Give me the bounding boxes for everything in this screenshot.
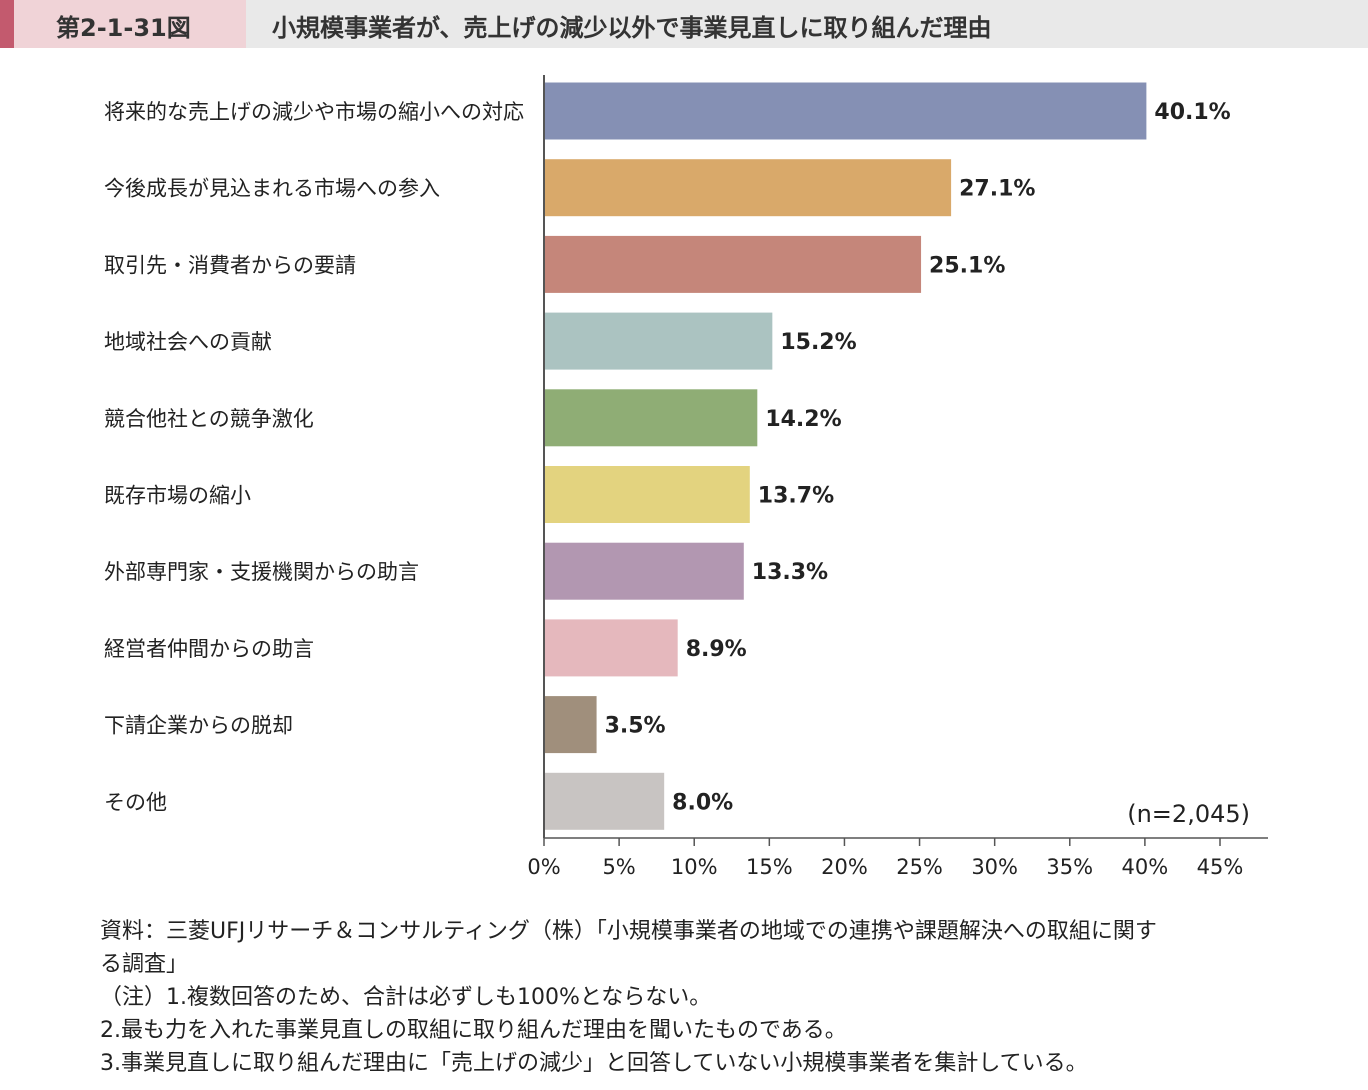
x-axis-tick-labels: 0% 5% 10% 15% 20% 25% 30% 35% 40% 45%	[527, 855, 1243, 879]
x-tick-label: 0%	[527, 855, 560, 879]
figure-number-box	[14, 0, 246, 48]
value-label: 14.2%	[765, 407, 841, 432]
category-label: 外部専門家・支援機関からの助言	[104, 560, 419, 584]
x-tick-label: 20%	[821, 855, 868, 879]
x-tick-label: 30%	[971, 855, 1018, 879]
x-tick-label: 35%	[1046, 855, 1093, 879]
note-line: 資料：三菱UFJリサーチ＆コンサルティング（株）「小規模事業者の地域での連携や課…	[100, 919, 1157, 944]
header-accent	[0, 0, 14, 48]
bar	[544, 82, 1147, 140]
source-notes: 資料：三菱UFJリサーチ＆コンサルティング（株）「小規模事業者の地域での連携や課…	[100, 915, 1300, 1080]
note-line: （注）1.複数回答のため、合計は必ずしも100%とならない。	[100, 985, 712, 1010]
x-tick-label: 25%	[896, 855, 943, 879]
figure-header: 第2-1-31図 小規模事業者が、売上げの減少以外で事業見直しに取り組んだ理由	[0, 0, 1368, 48]
x-axis-ticks	[543, 838, 1221, 846]
category-label: その他	[104, 790, 167, 814]
bar-chart: 将来的な売上げの減少や市場の縮小への対応今後成長が見込まれる市場への参入取引先・…	[104, 75, 1268, 879]
note-line: 3.事業見直しに取り組んだ理由に「売上げの減少」と回答していない小規模事業者を集…	[100, 1051, 1088, 1076]
x-tick-label: 40%	[1122, 855, 1169, 879]
category-label: 競合他社との競争激化	[104, 407, 314, 431]
note-line: 2.最も力を入れた事業見直しの取組に取り組んだ理由を聞いたものである。	[100, 1018, 847, 1043]
sample-size-label: (n=2,045)	[1127, 800, 1250, 828]
category-label: 取引先・消費者からの要請	[104, 253, 356, 277]
value-label: 25.1%	[929, 253, 1005, 278]
figure-title: 小規模事業者が、売上げの減少以外で事業見直しに取り組んだ理由	[272, 14, 992, 42]
bar	[544, 312, 773, 370]
category-label: 地域社会への貢献	[104, 330, 272, 354]
value-label: 3.5%	[605, 714, 666, 739]
x-tick-label: 45%	[1197, 855, 1244, 879]
bar	[544, 159, 952, 217]
bar	[544, 235, 922, 293]
value-label: 13.7%	[758, 484, 834, 509]
note-line: る調査」	[100, 952, 189, 977]
category-label: 将来的な売上げの減少や市場の縮小への対応	[104, 100, 524, 124]
x-tick-label: 10%	[671, 855, 718, 879]
category-labels: 将来的な売上げの減少や市場の縮小への対応今後成長が見込まれる市場への参入取引先・…	[104, 100, 524, 814]
value-label: 27.1%	[959, 177, 1035, 202]
category-label: 下請企業からの脱却	[104, 714, 293, 738]
value-label: 13.3%	[752, 560, 828, 585]
x-tick-label: 15%	[746, 855, 793, 879]
value-label: 15.2%	[780, 330, 856, 355]
value-labels: 40.1% 27.1% 25.1% 15.2% 14.2% 13.7% 13.3% 8.9% 3…	[605, 100, 1231, 815]
x-tick-label: 5%	[602, 855, 635, 879]
bar	[544, 542, 744, 600]
bar	[544, 466, 750, 523]
bar	[544, 389, 758, 447]
bar	[544, 619, 678, 677]
category-label: 経営者仲間からの助言	[104, 637, 314, 661]
category-label: 既存市場の縮小	[104, 484, 251, 508]
bar	[544, 696, 597, 754]
value-label: 40.1%	[1154, 100, 1230, 125]
value-label: 8.9%	[686, 637, 747, 662]
bars	[544, 82, 1147, 830]
category-label: 今後成長が見込まれる市場への参入	[104, 177, 440, 201]
bar	[544, 772, 665, 830]
figure-number: 第2-1-31図	[56, 14, 191, 42]
value-label: 8.0%	[672, 790, 733, 815]
